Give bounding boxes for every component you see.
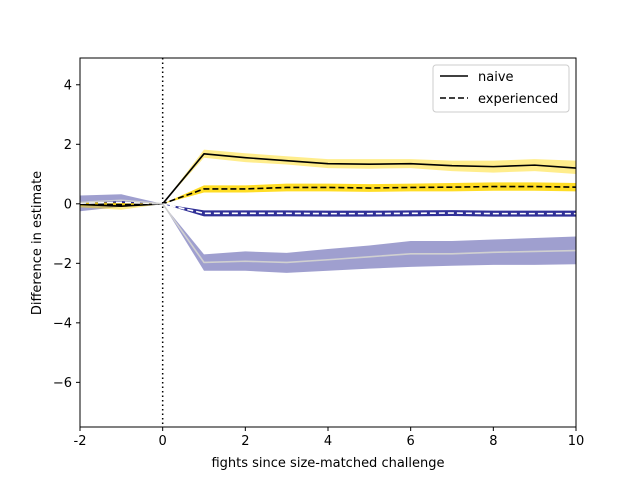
- y-tick-label: 4: [64, 78, 72, 93]
- x-tick-label: -2: [74, 434, 87, 449]
- x-axis-label: fights since size-matched challenge: [211, 456, 444, 471]
- x-tick-label: 2: [241, 434, 249, 449]
- legend: naive experienced: [432, 64, 570, 113]
- y-axis-label: Difference in estimate: [30, 171, 45, 315]
- legend-label-naive: naive: [478, 70, 514, 85]
- y-axis-ticks: −6 −4 −2 0 2 4: [53, 78, 80, 391]
- y-tick-label: 0: [64, 197, 72, 212]
- x-tick-label: 8: [489, 434, 497, 449]
- y-tick-label: −4: [53, 316, 72, 331]
- band-blue-solid: [80, 194, 576, 273]
- series-line-blue-solid: [79, 199, 577, 264]
- x-axis-ticks: -2 0 2 4 6 8 10: [74, 427, 585, 449]
- x-tick-label: 6: [407, 434, 415, 449]
- y-tick-label: 2: [64, 138, 72, 153]
- confidence-bands: [80, 149, 576, 273]
- y-tick-label: −6: [53, 376, 72, 391]
- x-tick-label: 4: [324, 434, 332, 449]
- legend-label-experienced: experienced: [478, 92, 558, 107]
- x-tick-label: 10: [568, 434, 585, 449]
- x-tick-label: 0: [159, 434, 167, 449]
- band-yellow-solid: [80, 149, 576, 210]
- y-tick-label: −2: [53, 257, 72, 272]
- series-lines: [79, 153, 577, 264]
